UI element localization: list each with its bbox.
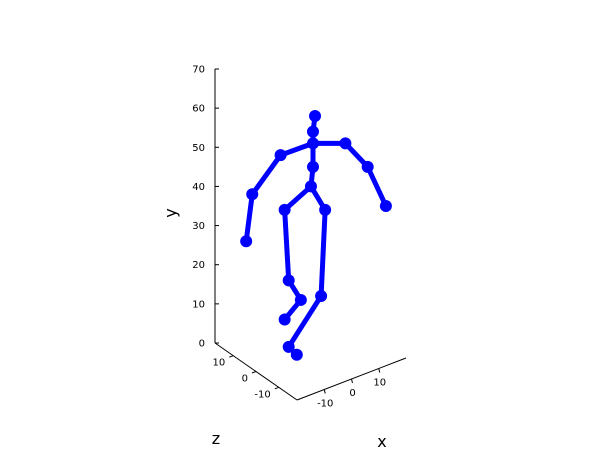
x-axis-label: x	[377, 432, 386, 450]
y-tick-label: 40	[192, 182, 205, 193]
joint-l-toe	[279, 314, 290, 325]
joint-r-shoulder	[340, 138, 351, 149]
bone-l-elbow-l-wrist	[246, 194, 252, 241]
skeleton	[241, 110, 392, 360]
x-ticks: -10 0 10	[317, 369, 386, 410]
x-tick-label: 10	[373, 378, 386, 389]
x-tick-label: 0	[349, 388, 355, 399]
joint-r-knee	[316, 291, 327, 302]
z-tick-label: 10	[212, 358, 225, 369]
y-tick-label: 20	[192, 260, 205, 271]
y-tick-label: 50	[192, 143, 205, 154]
joint-l-hip	[279, 204, 290, 215]
z-tick-label: 0	[242, 374, 248, 385]
y-tick-label: 60	[192, 104, 205, 115]
joint-l-elbow	[247, 189, 258, 200]
joint-neck	[308, 126, 319, 137]
y-axis-label: y	[161, 208, 180, 217]
z-tick	[275, 387, 279, 389]
joint-r-hip	[320, 204, 331, 215]
x-tick-label: -10	[317, 399, 333, 410]
z-tick-label: -10	[254, 389, 270, 400]
x-tick	[379, 369, 380, 373]
bone-l-hip-l-knee	[285, 210, 289, 280]
bone-r-hip-r-knee	[321, 210, 325, 296]
y-tick-label: 0	[199, 339, 205, 350]
y-tick-label: 30	[192, 221, 205, 232]
joint-spine	[308, 161, 319, 172]
y-tick-label: 70	[192, 65, 205, 76]
bone-r-elbow-r-wrist	[368, 167, 386, 206]
z-axis-label: z	[212, 429, 220, 448]
x-tick	[352, 379, 353, 383]
joint-hips	[305, 181, 316, 192]
joint-l-knee	[283, 275, 294, 286]
z-tick	[252, 372, 256, 374]
joint-l-wrist	[241, 236, 252, 247]
y-tick-label: 10	[192, 299, 205, 310]
z-ticks: 10 0 -10	[212, 356, 278, 401]
joint-l-ankle	[295, 294, 306, 305]
bone-l-shoulder-l-elbow	[252, 155, 280, 194]
x-tick	[324, 390, 325, 394]
joint-r-wrist	[380, 201, 391, 212]
joint-upper-spine	[308, 138, 319, 149]
axes: 0 10 20 30 40 50 60 70 10 0 -10 -10 0 10 y z x	[161, 65, 406, 450]
joint-r-toe	[291, 349, 302, 360]
joint-head	[310, 110, 321, 121]
joint-r-elbow	[362, 161, 373, 172]
joint-l-shoulder	[275, 150, 286, 161]
z-tick	[229, 356, 233, 358]
